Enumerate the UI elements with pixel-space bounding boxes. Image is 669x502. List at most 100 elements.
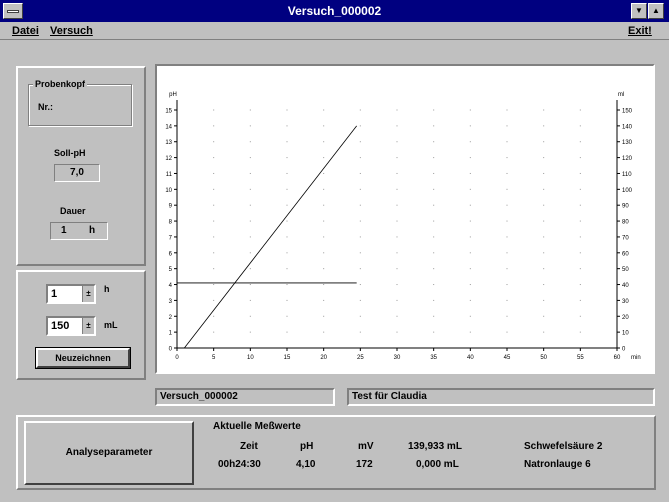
titration-chart: 0 1 2 3 4 5 6 7 8 9 10 11 12 13 14 15 0 10 20 30 40 50 60 70 80 9… xyxy=(155,64,655,374)
minimize-button[interactable]: ▼ xyxy=(631,3,647,19)
grid-dot xyxy=(359,252,361,254)
grid-dot xyxy=(359,315,361,317)
grid-dot xyxy=(359,284,361,286)
grid-dot xyxy=(506,141,508,143)
grid-dot xyxy=(506,204,508,206)
maximize-button[interactable]: ▲ xyxy=(648,3,664,19)
x-tick-label: 0 xyxy=(175,355,179,361)
grid-dot xyxy=(433,141,435,143)
x-tick-label: 10 xyxy=(247,355,254,361)
grid-dot xyxy=(286,331,288,333)
grid-dot xyxy=(433,220,435,222)
y-left-tick-label: 3 xyxy=(169,299,173,305)
grid-dot xyxy=(396,172,398,174)
grid-dot xyxy=(323,157,325,159)
soll-ph-label: Soll-pH xyxy=(54,148,86,158)
grid-dot xyxy=(433,109,435,111)
grid-dot xyxy=(286,204,288,206)
y-right-tick-label: 100 xyxy=(622,188,633,194)
grid-dot xyxy=(286,252,288,254)
grid-dot xyxy=(359,299,361,301)
grid-dot xyxy=(433,188,435,190)
x-tick-label: 45 xyxy=(504,355,511,361)
header-acid-volume: 139,933 mL xyxy=(408,441,462,452)
y-left-tick-label: 8 xyxy=(169,220,173,226)
grid-dot xyxy=(359,331,361,333)
header-mv: mV xyxy=(358,441,374,452)
y-right-tick-label: 80 xyxy=(622,220,629,226)
x-tick-label: 55 xyxy=(577,355,584,361)
y-right-tick-label: 70 xyxy=(622,235,629,241)
grid-dot xyxy=(469,141,471,143)
y-right-tick-label: 30 xyxy=(622,299,629,305)
grid-dot xyxy=(359,220,361,222)
dauer-label: Dauer xyxy=(60,206,86,216)
grid-dot xyxy=(396,284,398,286)
value-ph: 4,10 xyxy=(296,459,316,470)
y-right-tick-label: 60 xyxy=(622,251,629,257)
grid-dot xyxy=(213,188,215,190)
grid-dot xyxy=(213,236,215,238)
grid-dot xyxy=(506,331,508,333)
grid-dot xyxy=(286,109,288,111)
grid-dot xyxy=(249,252,251,254)
grid-dot xyxy=(469,109,471,111)
x-tick-label: 25 xyxy=(357,355,364,361)
y-left-tick-label: 5 xyxy=(169,267,173,273)
grid-dot xyxy=(213,220,215,222)
grid-dot xyxy=(396,188,398,190)
x-tick-label: 60 xyxy=(614,355,621,361)
grid-dot xyxy=(506,109,508,111)
window-title: Versuch_000002 xyxy=(287,4,382,18)
nr-label: Nr.: xyxy=(38,102,54,112)
y-left-tick-label: 6 xyxy=(169,251,173,257)
grid-dot xyxy=(469,331,471,333)
grid-dot xyxy=(249,331,251,333)
settings-panel: 1 ± h 150 ± mL Neuzeichnen xyxy=(16,270,146,380)
y-left-tick-label: 14 xyxy=(165,124,172,130)
y-left-tick-label: 0 xyxy=(169,347,173,353)
grid-dot xyxy=(396,331,398,333)
menu-exit[interactable]: Exit! xyxy=(628,25,652,37)
x-tick-label: 35 xyxy=(430,355,437,361)
grid-dot xyxy=(543,204,545,206)
grid-dot xyxy=(543,188,545,190)
x-tick-label: 15 xyxy=(284,355,291,361)
analyse-parameter-button[interactable]: Analyseparameter xyxy=(24,421,194,485)
grid-dot xyxy=(213,204,215,206)
parameter-panel: Probenkopf Nr.: Soll-pH 7,0 Dauer 1 h xyxy=(16,66,146,266)
grid-dot xyxy=(359,157,361,159)
redraw-button[interactable]: Neuzeichnen xyxy=(35,347,131,369)
x-tick-label: 40 xyxy=(467,355,474,361)
grid-dot xyxy=(579,268,581,270)
grid-dot xyxy=(469,252,471,254)
grid-dot xyxy=(506,188,508,190)
grid-dot xyxy=(579,220,581,222)
y-right-tick-label: 40 xyxy=(622,283,629,289)
grid-dot xyxy=(286,125,288,127)
hours-spinner[interactable]: 1 ± xyxy=(46,284,96,304)
menu-datei[interactable]: Datei xyxy=(12,25,39,37)
y-right-axis-label: ml xyxy=(618,92,624,98)
menu-versuch[interactable]: Versuch xyxy=(50,25,93,37)
spinner-arrows-icon[interactable]: ± xyxy=(82,318,94,334)
header-zeit: Zeit xyxy=(240,441,258,452)
grid-dot xyxy=(543,157,545,159)
grid-dot xyxy=(579,157,581,159)
grid-dot xyxy=(213,268,215,270)
grid-dot xyxy=(286,236,288,238)
header-acid-name: Schwefelsäure 2 xyxy=(524,441,603,452)
grid-dot xyxy=(249,220,251,222)
grid-dot xyxy=(579,299,581,301)
ml-spinner-value: 150 xyxy=(51,320,70,332)
grid-dot xyxy=(286,299,288,301)
grid-dot xyxy=(359,188,361,190)
grid-dot xyxy=(249,204,251,206)
grid-dot xyxy=(579,236,581,238)
grid-dot xyxy=(323,141,325,143)
system-menu-button[interactable] xyxy=(3,3,23,19)
spinner-arrows-icon[interactable]: ± xyxy=(82,286,94,302)
grid-dot xyxy=(433,172,435,174)
grid-dot xyxy=(543,252,545,254)
ml-spinner[interactable]: 150 ± xyxy=(46,316,96,336)
